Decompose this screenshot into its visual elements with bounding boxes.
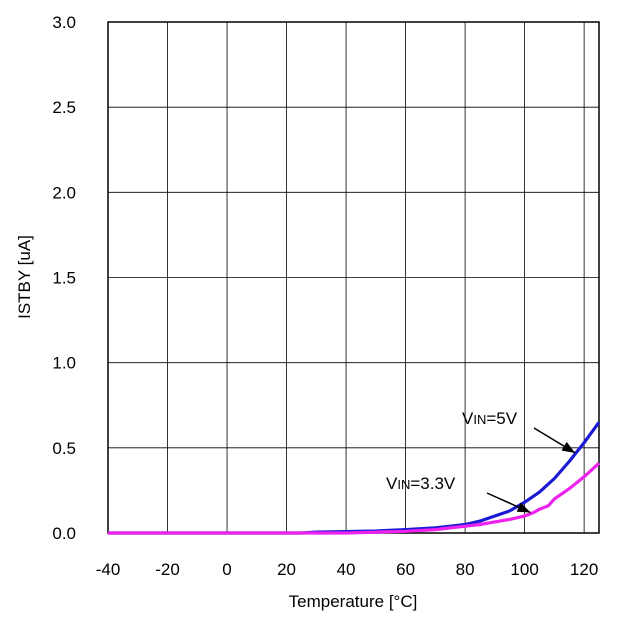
series-layer <box>108 421 601 535</box>
x-axis-ticks: -40 -20 0 20 40 60 80 100 120 <box>96 560 599 579</box>
annotation-main: V <box>462 409 474 428</box>
x-tick-label: 0 <box>222 560 231 579</box>
x-tick-label: -40 <box>96 560 121 579</box>
annotation-sub: IN <box>473 412 486 427</box>
y-tick-label: 1.5 <box>52 269 76 288</box>
y-tick-label: 1.0 <box>52 354 76 373</box>
x-tick-label: -20 <box>155 560 180 579</box>
annotation-value: =3.3V <box>410 474 456 493</box>
annotation-label: VIN=5V <box>462 409 518 428</box>
y-tick-label: 2.5 <box>52 98 76 117</box>
y-tick-label: 3.0 <box>52 13 76 32</box>
x-tick-label: 20 <box>277 560 296 579</box>
y-tick-label: 2.0 <box>52 183 76 202</box>
annotation-arrowhead <box>516 502 531 513</box>
x-tick-label: 80 <box>456 560 475 579</box>
x-tick-label: 120 <box>570 560 598 579</box>
y-tick-label: 0.5 <box>52 439 76 458</box>
annotation-arrowhead <box>561 441 576 453</box>
y-axis-ticks: 0.0 0.5 1.0 1.5 2.0 2.5 3.0 <box>52 13 76 543</box>
x-axis-label: Temperature [°C] <box>289 592 418 611</box>
annotation-main: V <box>386 474 398 493</box>
grid-lines <box>108 22 599 533</box>
series-line-1 <box>108 462 601 535</box>
x-tick-label: 100 <box>510 560 538 579</box>
annotation-value: =5V <box>486 409 517 428</box>
y-tick-label: 0.0 <box>52 524 76 543</box>
y-axis-label: ISTBY [uA] <box>15 235 34 319</box>
x-tick-label: 60 <box>396 560 415 579</box>
annotation-label: VIN=3.3V <box>386 474 456 493</box>
x-tick-label: 40 <box>337 560 356 579</box>
annotation-sub: IN <box>397 477 410 492</box>
